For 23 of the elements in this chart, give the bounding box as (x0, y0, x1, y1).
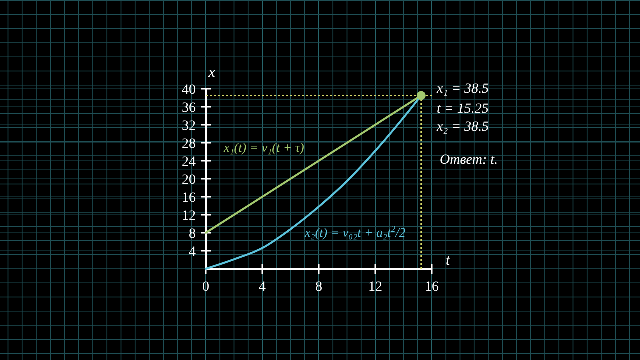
y-tick-label: 32 (182, 119, 196, 134)
x-tick-label: 0 (202, 280, 210, 295)
y-tick-label: 4 (189, 245, 196, 260)
series-label: x₂(t) = v₀₂t + a₂t$^{2}$/2 (304, 224, 406, 240)
x-tick-label: 16 (425, 280, 439, 295)
x-axis-title: t (446, 253, 451, 269)
text: x₁ = 38.5 (436, 82, 490, 97)
y-tick-label: 40 (182, 83, 196, 98)
text: Ответ: t. (440, 153, 498, 168)
y-tick-label: 28 (182, 137, 196, 152)
x-tick-label: 12 (368, 280, 382, 295)
y-tick-label: 36 (182, 101, 196, 116)
y-tick-label: 24 (182, 155, 196, 170)
series-label: x₁(t) = v₁(t + τ) (223, 140, 304, 155)
y-tick-label: 8 (189, 227, 196, 242)
text: x₂ = 38.5 (436, 120, 490, 135)
x-tick-label: 4 (259, 280, 266, 295)
y-tick-label: 16 (182, 191, 196, 206)
y-axis-title: x (208, 65, 216, 81)
x-tick-label: 8 (316, 280, 322, 295)
text: t = 15.25 (437, 102, 489, 117)
y-tick-label: 20 (182, 173, 196, 188)
y-tick-label: 12 (182, 209, 196, 224)
